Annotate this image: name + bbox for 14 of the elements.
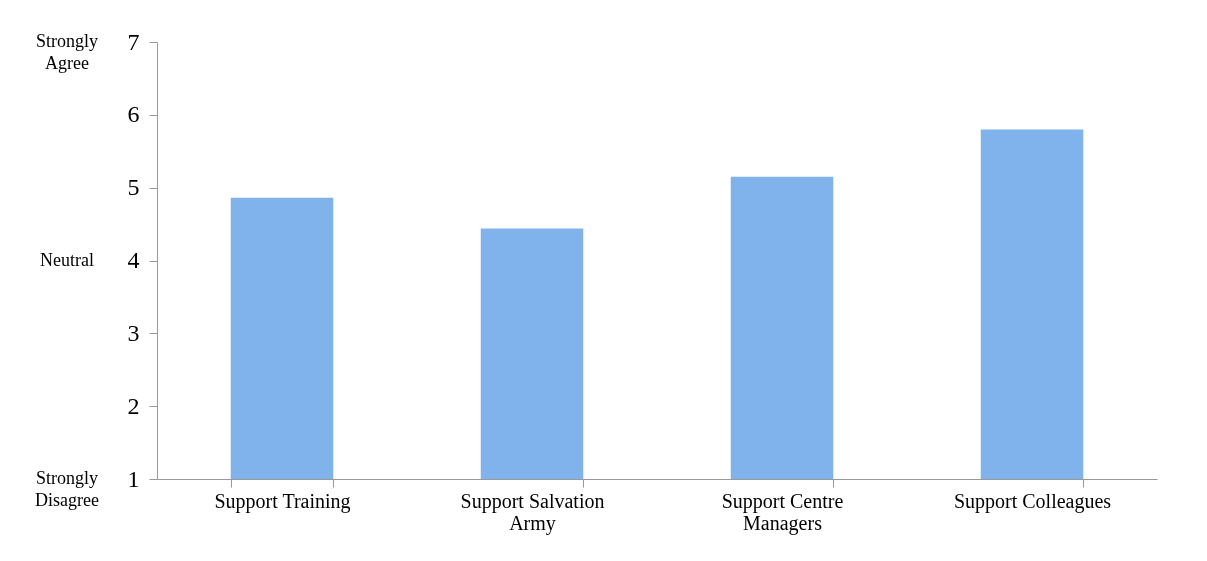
y-tick-label: 4 xyxy=(127,247,140,273)
y-tick-label: 2 xyxy=(127,392,140,419)
text: Strongly Agree xyxy=(35,31,99,73)
x-tick-label: Support Centre Managers xyxy=(721,489,844,535)
y-tick-label: 1 xyxy=(127,465,140,492)
y-tick-label: 3 xyxy=(127,319,140,346)
text: Strongly Disagree xyxy=(35,468,99,510)
y-tick-label: 6 xyxy=(127,101,140,128)
y-tick-label: 7 xyxy=(127,28,140,55)
x-tick-label: Support Salvation Army xyxy=(460,489,605,535)
x-tick-label: Support Colleagues xyxy=(953,489,1112,513)
x-tick-label: Support Training xyxy=(214,489,351,513)
y-tick-label: 5 xyxy=(127,174,140,201)
text: Neutral xyxy=(40,249,94,270)
